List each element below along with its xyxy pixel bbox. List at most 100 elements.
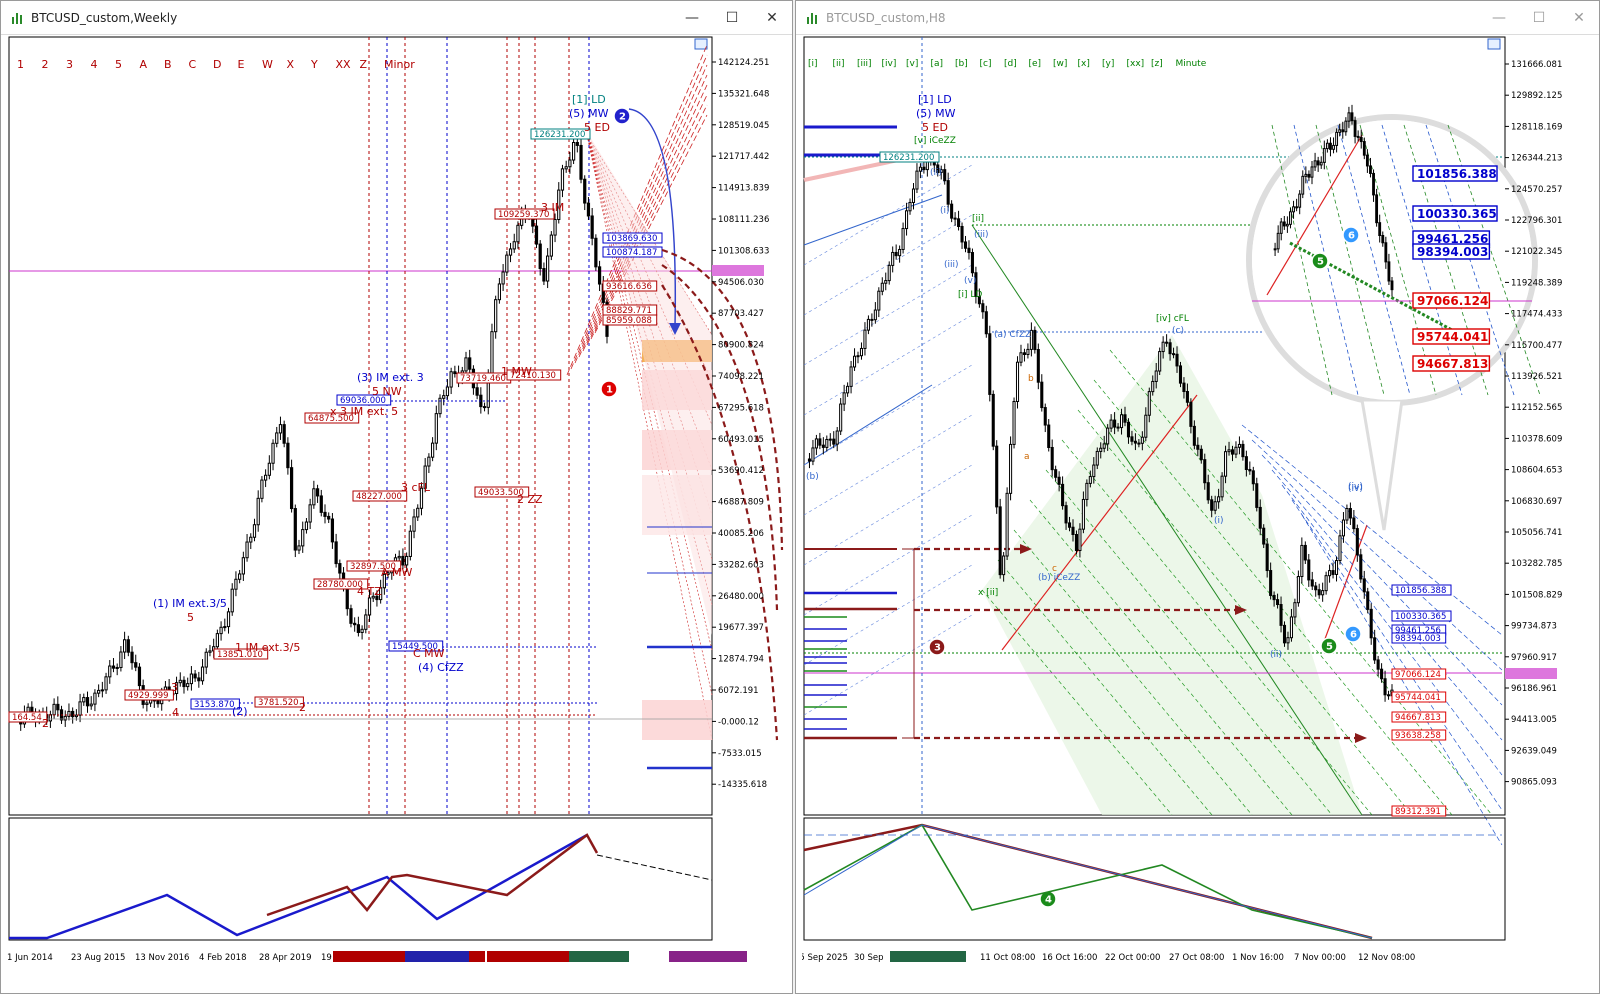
window-titlebar[interactable]: BTCUSD_custom,H8 — ☐ ✕ (796, 1, 1599, 35)
zoom-pointer (1360, 398, 1404, 531)
degree-button-[c][interactable]: [c] (980, 59, 992, 69)
degree-button-5[interactable]: 5 (115, 58, 122, 71)
zoom-price-box: 98394.003 (1417, 245, 1488, 259)
degree-button-[v][interactable]: [v] (906, 59, 918, 69)
chart-window-weekly[interactable]: BTCUSD_custom,Weekly — ☐ ✕ 1 2 3 4 5 A B C D E W X Y… (0, 0, 793, 994)
marker-5-icon (1311, 252, 1329, 270)
degree-button-C[interactable]: C (189, 58, 197, 71)
wave-label: (v) (964, 276, 976, 286)
wave-label: [1] LD (918, 93, 952, 106)
degree-button-E[interactable]: E (238, 58, 245, 71)
candle-body (371, 595, 375, 599)
price-tick-label: -14335.618 (718, 780, 767, 790)
candle-body (849, 366, 853, 387)
price-box: 89312.391 (1395, 807, 1441, 817)
degree-button-B[interactable]: B (164, 58, 172, 71)
degree-button-Minor[interactable]: Minor (384, 58, 415, 71)
close-icon[interactable]: ✕ (1573, 10, 1585, 26)
candle-body (1362, 578, 1366, 593)
candle-body (193, 673, 197, 679)
degree-button-[y][interactable]: [y] (1102, 59, 1114, 69)
degree-button-Minute[interactable]: Minute (1176, 59, 1207, 69)
wave-label: (iii) (944, 260, 959, 270)
degree-button-[b][interactable]: [b] (955, 59, 968, 69)
fan-line (803, 364, 973, 466)
wave-label: (3) IM ext. 3 (357, 371, 424, 384)
candle-body (884, 280, 888, 284)
candle-body (939, 169, 943, 174)
candle-body (130, 651, 134, 664)
close-icon[interactable]: ✕ (766, 10, 778, 26)
degree-button-X[interactable]: X (287, 58, 295, 71)
price-tick-label: 103282.785 (1511, 559, 1562, 569)
sub-panel-frame (8, 817, 713, 941)
degree-button-[iv][interactable]: [iv] (882, 59, 897, 69)
price-box-frame (1391, 632, 1447, 644)
candle-body (252, 524, 257, 538)
maximize-icon[interactable]: ☐ (725, 10, 739, 26)
candle-body (289, 467, 294, 510)
zoom-box-frame (1412, 243, 1491, 260)
degree-button-[e][interactable]: [e] (1029, 59, 1042, 69)
degree-button-[xx][interactable]: [xx] (1127, 59, 1145, 69)
candle-body (1220, 475, 1224, 498)
degree-button-[ii][interactable]: [ii] (833, 59, 845, 69)
candle-body (438, 397, 442, 415)
degree-button-2[interactable]: 2 (42, 58, 49, 71)
chart-window-h8[interactable]: BTCUSD_custom,H8 — ☐ ✕ [i] [ii] [iii] [iv][… (795, 0, 1600, 994)
wave-label: (iv) (1348, 484, 1363, 494)
candle-body (52, 703, 56, 716)
degree-button-W[interactable]: W (262, 58, 273, 71)
price-tick-label: 80900.824 (718, 341, 764, 351)
chart-area[interactable]: 1 2 3 4 5 A B C D E W X Y XX Z Minor 126231.200 109259.37… (7, 35, 792, 993)
price-tick-label: 101508.829 (1511, 590, 1562, 600)
minimize-icon[interactable]: — (685, 10, 699, 26)
maximize-icon[interactable]: ☐ (1532, 10, 1546, 26)
degree-button-[i][interactable]: [i] (808, 59, 818, 69)
wave-label: (5) MW (916, 107, 956, 120)
candle-body (1373, 637, 1377, 661)
cap-icon[interactable] (1487, 38, 1501, 50)
degree-button-D[interactable]: D (213, 58, 221, 71)
candle-body (998, 506, 1002, 576)
degree-button-[z][interactable]: [z] (1151, 59, 1163, 69)
minimize-icon[interactable]: — (1492, 10, 1506, 26)
degree-button-XX[interactable]: XX (336, 58, 352, 71)
fan-line (578, 74, 708, 358)
price-tick-label: 94506.030 (718, 278, 764, 288)
degree-button-[x][interactable]: [x] (1078, 59, 1090, 69)
fan-line (1109, 349, 1493, 816)
window-titlebar[interactable]: BTCUSD_custom,Weekly — ☐ ✕ (1, 1, 792, 35)
chart-area[interactable]: [i] [ii] [iii] [iv] [v] [a] [b] [c] [d] [e] [w] [x]… (796, 35, 1599, 993)
price-tick-label: 128118.169 (1511, 122, 1562, 132)
degree-button-4[interactable]: 4 (91, 58, 98, 71)
candle-body (1332, 144, 1335, 150)
degree-button-[w][interactable]: [w] (1053, 59, 1067, 69)
date-highlight (333, 951, 405, 962)
price-tick-label: 19677.397 (718, 623, 764, 633)
channel-line-red (1321, 524, 1368, 648)
candle-body (974, 272, 978, 298)
price-box-frame (190, 698, 240, 710)
candle-body (301, 529, 305, 547)
degree-button-[iii][interactable]: [iii] (857, 59, 872, 69)
cap-icon[interactable] (694, 38, 708, 50)
candle-body (1335, 131, 1339, 146)
degree-button-[d][interactable]: [d] (1004, 59, 1017, 69)
fan-line (594, 114, 708, 334)
degree-button-A[interactable]: A (140, 58, 148, 71)
wave-label: (ii) (930, 168, 942, 178)
price-box: 49033.500 (478, 488, 524, 498)
wave-label: 5 ED (922, 121, 948, 134)
zoom-fan-line (1359, 124, 1437, 396)
candle-body (1282, 221, 1286, 227)
degree-button-Z[interactable]: Z (360, 58, 368, 71)
candle-body (401, 555, 405, 566)
degree-button-3[interactable]: 3 (66, 58, 73, 71)
candle-body (1331, 570, 1335, 575)
price-box-frame (124, 689, 174, 701)
degree-button-1[interactable]: 1 (17, 58, 24, 71)
degree-button-[a][interactable]: [a] (931, 59, 944, 69)
degree-button-Y[interactable]: Y (310, 58, 318, 71)
candle-body (1316, 160, 1320, 166)
